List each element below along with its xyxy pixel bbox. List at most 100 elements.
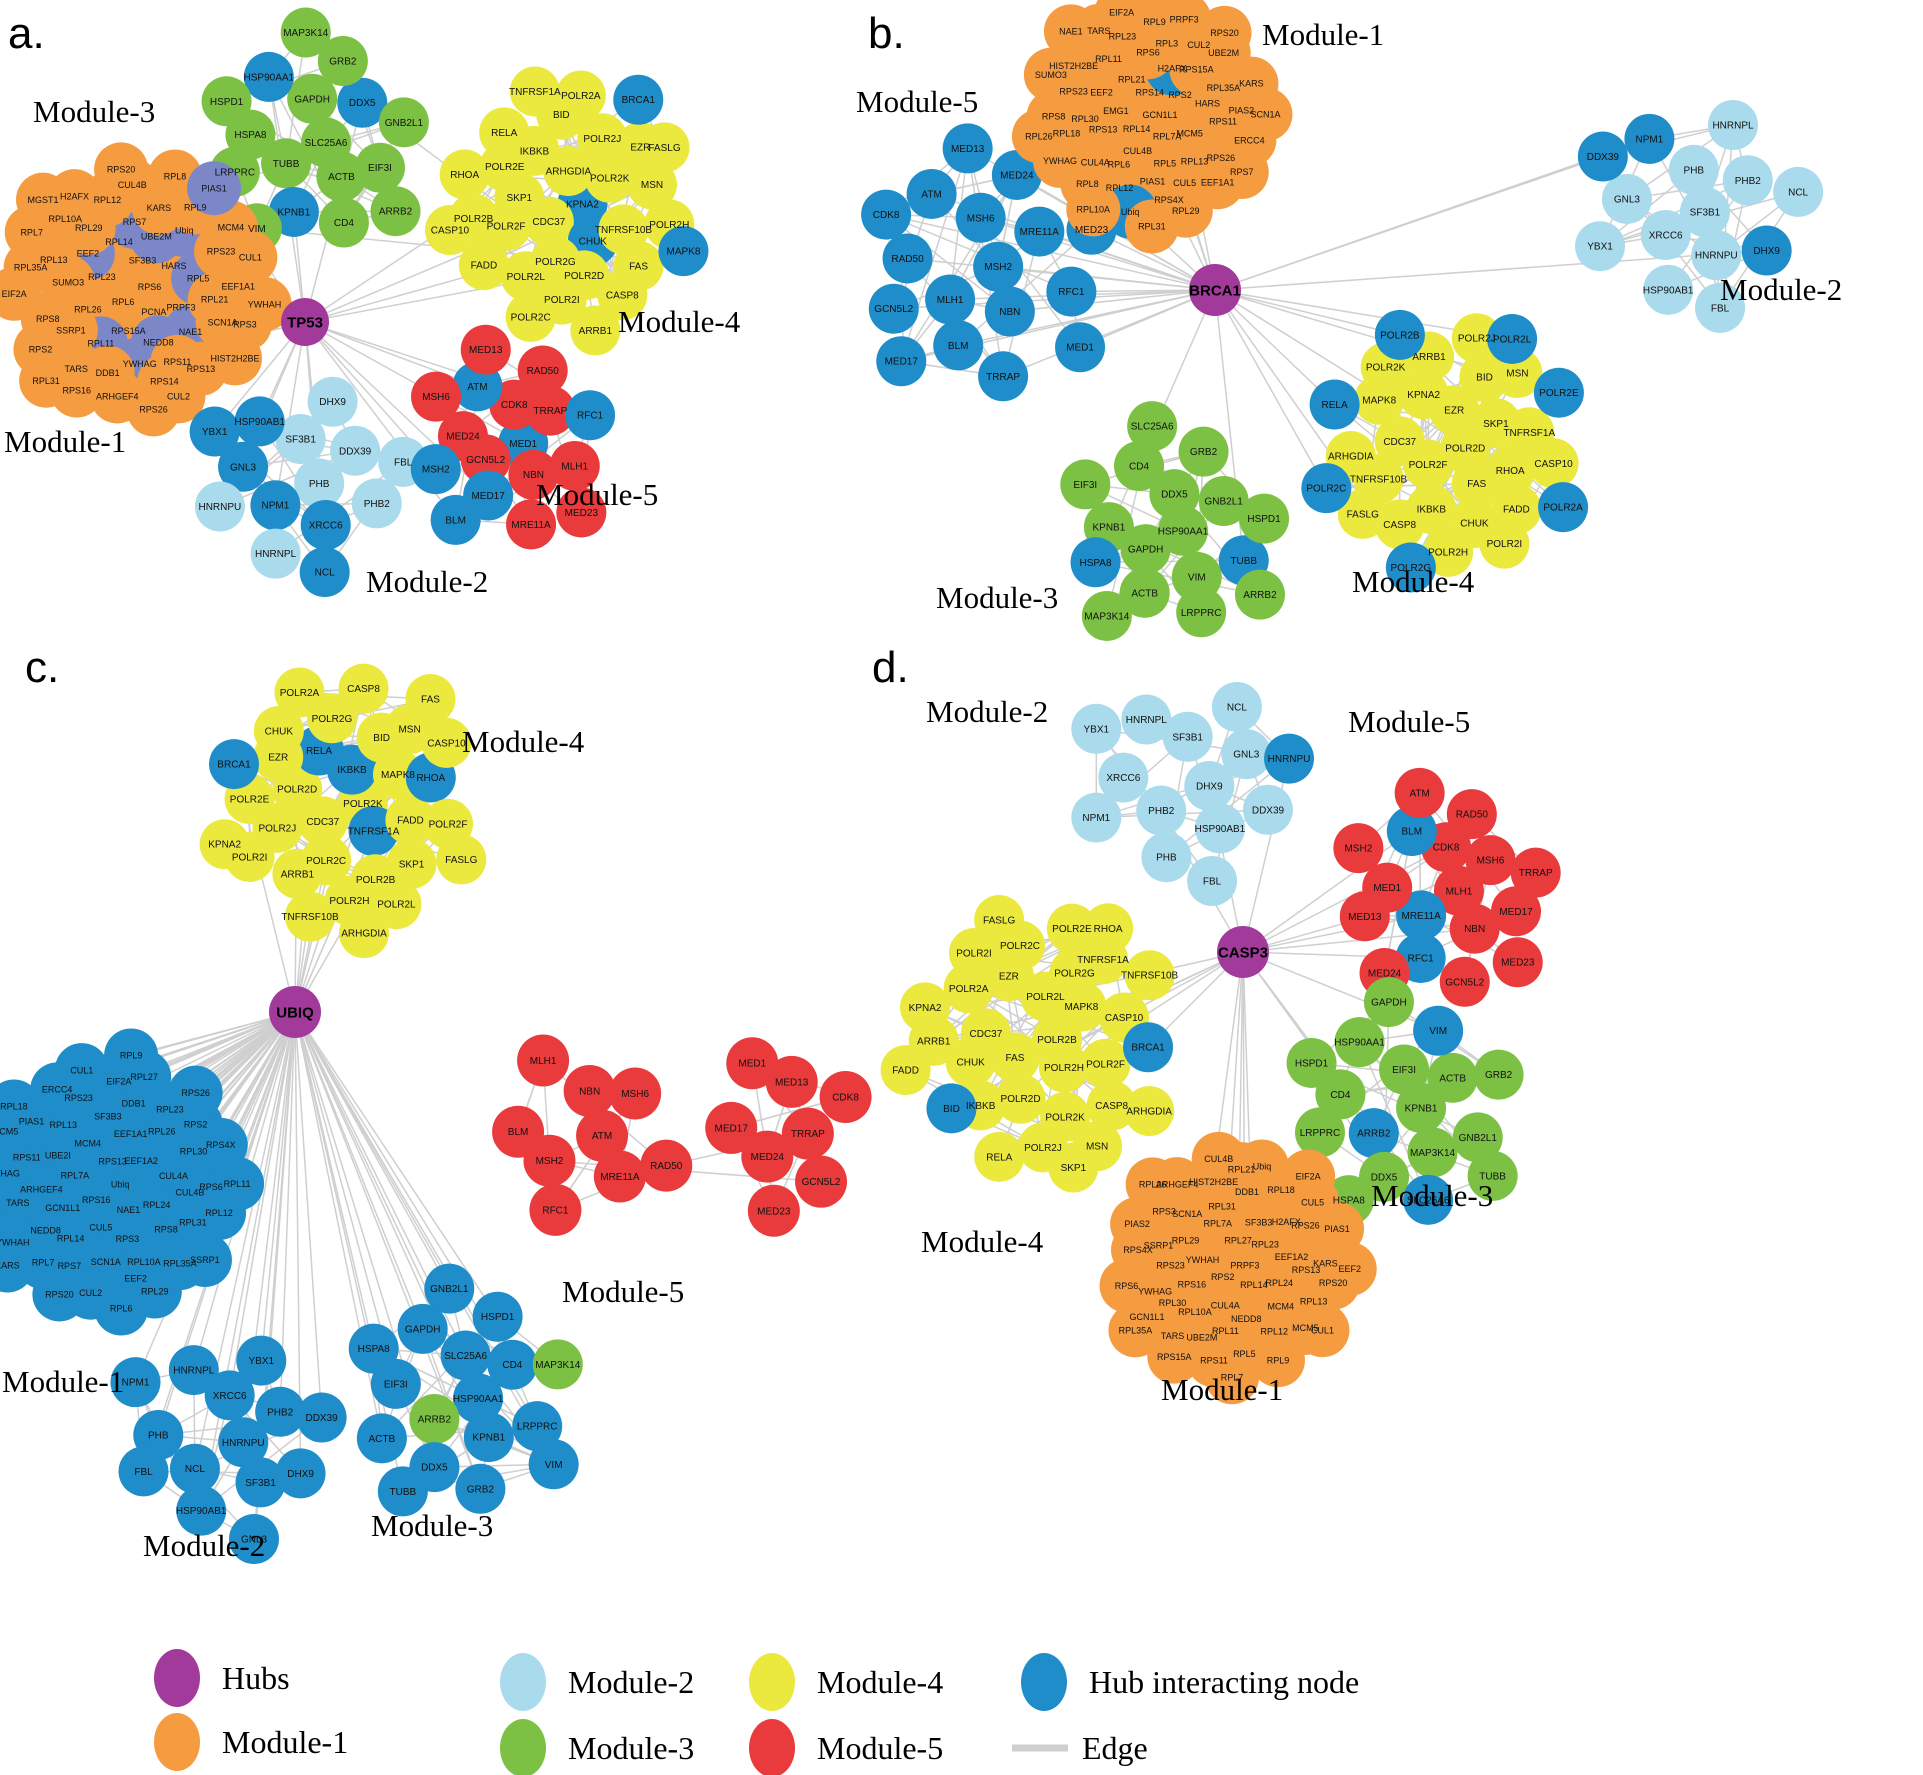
module-title: Module-4 — [618, 304, 741, 339]
node — [1011, 109, 1066, 164]
node-label: YWHAG — [123, 359, 157, 369]
node — [436, 834, 487, 885]
node-label: RPL24 — [1266, 1278, 1294, 1288]
node-label: RELA — [306, 746, 332, 757]
node-label: RHOA — [416, 773, 445, 784]
node — [1487, 313, 1538, 364]
node-label: CDC37 — [306, 817, 339, 828]
node-label: DDX39 — [1252, 805, 1285, 816]
node — [1178, 426, 1229, 477]
node-label: HNRNPL — [255, 549, 297, 560]
node-label: ATM — [1409, 788, 1429, 799]
node-label: GNB2L1 — [1459, 1133, 1498, 1144]
node — [565, 390, 616, 441]
node — [104, 1028, 159, 1083]
node-label: PIAS2 — [1229, 105, 1255, 115]
node-label: TNFRSF1A — [348, 827, 400, 838]
hub-edge — [1214, 289, 1336, 406]
node-label: POLR2D — [564, 271, 604, 282]
node — [549, 440, 600, 491]
node-label: RPS6 — [138, 282, 162, 292]
node — [1479, 518, 1530, 569]
node — [1039, 1042, 1090, 1093]
node-label: POLR2B — [1037, 1035, 1077, 1046]
node — [1147, 1329, 1202, 1384]
node — [1066, 182, 1121, 237]
hub-label: UBIQ — [276, 1004, 314, 1021]
node — [253, 705, 304, 756]
node-label: HSPD1 — [481, 1312, 515, 1323]
node — [942, 123, 993, 174]
node-label: SF3B1 — [245, 1478, 276, 1489]
node-label: POLR2G — [1391, 563, 1432, 574]
legend-label: Edge — [1082, 1730, 1148, 1766]
node-label: RPS7 — [123, 217, 147, 227]
node-label: RPL29 — [1172, 206, 1200, 216]
node — [110, 1357, 161, 1408]
node-label: RPS3 — [1152, 1206, 1176, 1216]
node-label: RPS7 — [58, 1261, 82, 1271]
node — [974, 895, 1025, 946]
node-label: RPS6 — [1136, 47, 1160, 57]
node-label: DDB1 — [96, 368, 120, 378]
node — [525, 385, 576, 436]
node-label: SSRP1 — [1144, 1241, 1174, 1251]
node-label: CUL5 — [1173, 178, 1196, 188]
node-label: RPS13 — [1089, 125, 1118, 135]
node — [187, 161, 242, 216]
node — [640, 1139, 693, 1192]
node-label: NBN — [579, 1086, 600, 1097]
node — [1127, 401, 1178, 452]
node — [210, 1156, 265, 1211]
node-label: Ubiq — [111, 1180, 130, 1190]
node — [1473, 1049, 1524, 1100]
node — [984, 286, 1035, 337]
node-label: IKBKB — [337, 765, 367, 776]
node — [705, 1101, 758, 1154]
node-label: RHOA — [450, 170, 479, 181]
node-label: YBX1 — [202, 427, 228, 438]
node-label: DHX9 — [287, 1469, 314, 1480]
node — [1124, 199, 1179, 254]
node-label: EEF2 — [1090, 88, 1113, 98]
node — [317, 36, 368, 87]
node-label: POLR2L — [1026, 992, 1065, 1003]
node-label: YBX1 — [1084, 724, 1110, 735]
node-label: RPS2 — [184, 1120, 208, 1130]
node — [1334, 1017, 1385, 1068]
node-label: RPS6 — [1115, 1281, 1139, 1291]
node — [1528, 438, 1579, 489]
node-label: POLR2A — [280, 688, 320, 699]
node-label: RPL9 — [1267, 1355, 1290, 1365]
node-label: SF3B1 — [1690, 207, 1721, 218]
node-label: KPNA2 — [208, 840, 241, 851]
node-label: POLR2I — [544, 295, 580, 306]
node-label: DHX9 — [1196, 781, 1223, 792]
node-label: YWHAG — [1043, 156, 1077, 166]
node — [1333, 823, 1384, 874]
node-label: GNL3 — [1233, 750, 1260, 761]
node-label: CDC37 — [1383, 437, 1416, 448]
node-label: FASLG — [1347, 509, 1379, 520]
node-label: TNFRSF1A — [1077, 955, 1129, 966]
node-label: TNFRSF10B — [1121, 971, 1179, 982]
node — [386, 838, 437, 889]
node-label: POLR2D — [1445, 444, 1485, 455]
module-title: Module-5 — [562, 1274, 684, 1309]
node-label: PHB — [148, 1431, 169, 1442]
node-label: UBE2M — [141, 231, 172, 241]
node — [177, 1233, 232, 1288]
node-label: YWHAG — [1138, 1286, 1172, 1296]
nodes-layer — [0, 0, 1824, 1775]
node-label: RFC1 — [1058, 287, 1085, 298]
hub-edge — [130, 1011, 296, 1057]
node-label: TRRAP — [791, 1129, 825, 1140]
legend-swatch — [500, 1719, 546, 1775]
node — [1433, 865, 1484, 916]
node-label: TNFRSF10B — [281, 912, 339, 923]
node — [1449, 903, 1500, 954]
node-label: RPS3 — [233, 319, 257, 329]
node-label: NPM1 — [1082, 813, 1110, 824]
node-label: RPS11 — [13, 1153, 41, 1163]
node-label: SLC25A6 — [444, 1351, 487, 1362]
